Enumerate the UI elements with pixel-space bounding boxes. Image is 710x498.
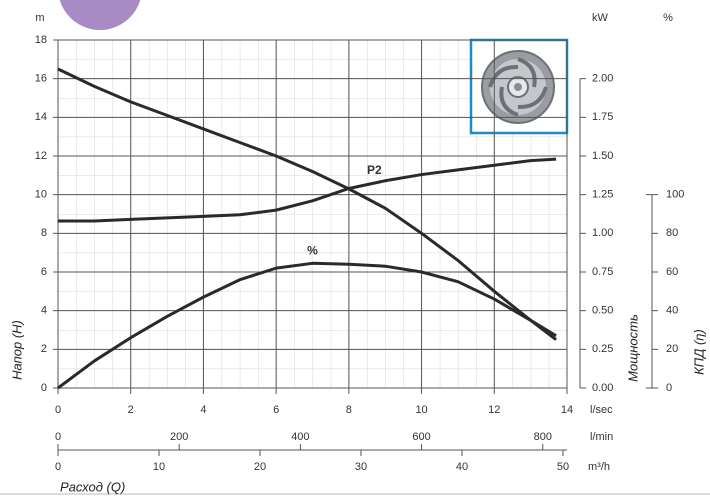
y-tick-label: 0 <box>41 382 47 394</box>
y2-tick-label: 1.00 <box>592 227 613 239</box>
x-tick-label: 0 <box>55 404 61 416</box>
impeller-image <box>469 38 569 135</box>
x3-tick-label: 30 <box>355 461 367 473</box>
x-tick-label: 4 <box>200 404 206 416</box>
y3-tick-label: 40 <box>666 305 678 317</box>
y3-unit: % <box>663 12 673 24</box>
curve-label: % <box>307 243 318 257</box>
x-tick-label: 10 <box>415 404 427 416</box>
y2-tick-label: 1.75 <box>592 111 613 123</box>
y2-tick-label: 0.50 <box>592 305 613 317</box>
x3-tick-label: 40 <box>456 461 468 473</box>
y2-tick-label: 1.25 <box>592 189 613 201</box>
y-tick-label: 2 <box>41 343 47 355</box>
y-tick-label: 18 <box>35 34 47 46</box>
y-tick-label: 12 <box>35 150 47 162</box>
y-tick-label: 14 <box>35 111 47 123</box>
x3-tick-label: 50 <box>557 461 569 473</box>
x-unit: l/sec <box>590 404 613 416</box>
y-tick-label: 8 <box>41 227 47 239</box>
y3-tick-label: 0 <box>666 382 672 394</box>
y3-axis-title: КПД (η) <box>691 329 706 375</box>
x-tick-label: 2 <box>128 404 134 416</box>
y2-tick-label: 2.00 <box>592 73 613 85</box>
x2-tick-label: 600 <box>412 431 430 443</box>
curve <box>58 157 557 223</box>
y-tick-label: 10 <box>35 189 47 201</box>
x3-tick-label: 10 <box>153 461 165 473</box>
y2-tick-label: 0.75 <box>592 266 613 278</box>
x2-tick-label: 200 <box>170 431 188 443</box>
curve-label: P2 <box>367 163 382 177</box>
y3-tick-label: 100 <box>666 189 684 201</box>
x-axis-title: Расход (Q) <box>60 479 125 494</box>
x-tick-label: 12 <box>488 404 500 416</box>
y-tick-label: 4 <box>41 305 47 317</box>
y-unit: m <box>35 12 44 24</box>
y2-tick-label: 0.25 <box>592 343 613 355</box>
y2-tick-label: 0.00 <box>592 382 613 394</box>
x3-unit: m³/h <box>588 461 610 473</box>
x2-tick-label: 0 <box>55 431 61 443</box>
y3-tick-label: 20 <box>666 343 678 355</box>
y3-tick-label: 60 <box>666 266 678 278</box>
y-tick-label: 16 <box>35 73 47 85</box>
x-tick-label: 14 <box>561 404 573 416</box>
y-tick-label: 6 <box>41 266 47 278</box>
y2-tick-label: 1.50 <box>592 150 613 162</box>
x-tick-label: 8 <box>346 404 352 416</box>
curve <box>57 67 557 341</box>
curve <box>57 261 557 390</box>
y2-unit: kW <box>592 12 609 24</box>
x-tick-label: 6 <box>273 404 279 416</box>
y3-tick-label: 80 <box>666 227 678 239</box>
x2-unit: l/min <box>590 431 613 443</box>
x3-tick-label: 0 <box>55 461 61 473</box>
y2-axis-title: Мощность <box>625 314 640 382</box>
x2-tick-label: 400 <box>291 431 309 443</box>
y3-axis-line <box>646 194 653 389</box>
x2-tick-label: 800 <box>534 431 552 443</box>
logo <box>59 0 141 30</box>
x3-tick-label: 20 <box>254 461 266 473</box>
y-axis-title: Напор (H) <box>9 320 24 380</box>
